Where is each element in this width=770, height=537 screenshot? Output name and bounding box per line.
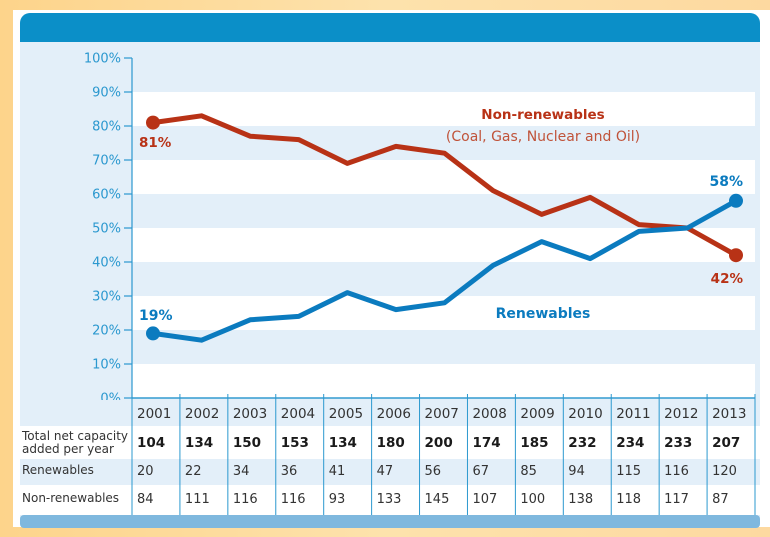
y-tick-label: 50%: [92, 222, 121, 237]
table-year-cell: 2013: [712, 406, 746, 422]
y-tick-label: 20%: [92, 324, 121, 339]
table-nonrenewables-cell: 138: [568, 492, 593, 507]
table-renewables-cell: 85: [520, 464, 537, 479]
nonrenewables-start-label: 81%: [139, 135, 172, 151]
renewables-start-label: 19%: [139, 308, 173, 324]
table-nonrenewables-cell: 87: [712, 492, 729, 507]
table-row-total-bg: [20, 426, 760, 459]
y-tick-label: 80%: [92, 120, 121, 135]
table-year-cell: 2012: [664, 406, 698, 422]
nonrenewables-legend-subtitle: (Coal, Gas, Nuclear and Oil): [446, 129, 640, 145]
grid-bands: [132, 44, 755, 398]
table-total-cell: 185: [520, 435, 548, 451]
table-renewables-cell: 56: [425, 464, 442, 479]
table-row-years-bg: [20, 400, 760, 426]
nonrenewables-point: [146, 115, 160, 130]
table-bottom-bar: [20, 515, 760, 528]
grid-band: [132, 330, 755, 364]
table-nonrenewables-cell: 117: [664, 492, 689, 507]
table-nonrenewables-cell: 145: [425, 492, 450, 507]
renewables-point: [146, 326, 160, 341]
table-nonrenewables-cell: 100: [520, 492, 545, 507]
grid-band: [132, 262, 755, 296]
y-axis: 0%10%20%30%40%50%60%70%80%90%100%: [84, 52, 133, 407]
table-year-cell: 2011: [616, 406, 650, 422]
renewables-point: [729, 193, 743, 208]
renewables-end-label: 58%: [709, 174, 743, 190]
table-total-cell: 207: [712, 435, 740, 451]
table-total-cell: 234: [616, 435, 644, 451]
table-year-cell: 2002: [185, 406, 219, 422]
table-nonrenewables-cell: 107: [472, 492, 497, 507]
table-renewables-cell: 94: [568, 464, 585, 479]
table-renewables-cell: 22: [185, 464, 202, 479]
table-renewables-cell: 116: [664, 464, 689, 479]
table-total-cell: 104: [137, 435, 165, 451]
table-total-cell: 180: [377, 435, 405, 451]
table-year-cell: 2003: [233, 406, 267, 422]
table-grid: [20, 394, 760, 528]
series-lines: [146, 113, 743, 343]
row-label-total-line1: Total net capacity: [21, 429, 128, 443]
table-year-cell: 2004: [281, 406, 315, 422]
row-label-renewables: Renewables: [22, 463, 94, 477]
nonrenewables-end-label: 42%: [711, 271, 744, 287]
nonrenewables-point: [729, 248, 743, 263]
table-nonrenewables-cell: 116: [281, 492, 306, 507]
table-year-cell: 2008: [472, 406, 506, 422]
table-row-renewables-bg: [20, 459, 760, 485]
table-renewables-cell: 120: [712, 464, 737, 479]
table-renewables-cell: 34: [233, 464, 250, 479]
table-renewables-cell: 36: [281, 464, 298, 479]
table-year-cell: 2006: [377, 406, 411, 422]
table-cells: 2001104208420021342211120031503411620041…: [137, 406, 746, 507]
table-total-cell: 174: [472, 435, 500, 451]
header-bar: [20, 13, 760, 42]
row-label-total-line2: added per year: [22, 442, 114, 456]
y-tick-label: 40%: [92, 256, 121, 271]
table-renewables-cell: 47: [377, 464, 394, 479]
y-tick-label: 60%: [92, 188, 121, 203]
table-nonrenewables-cell: 116: [233, 492, 258, 507]
table-total-cell: 153: [281, 435, 309, 451]
y-tick-label: 100%: [84, 52, 121, 67]
table-renewables-cell: 115: [616, 464, 641, 479]
y-tick-label: 30%: [92, 290, 121, 305]
table-total-cell: 134: [185, 435, 213, 451]
table-total-cell: 200: [425, 435, 453, 451]
table-total-cell: 232: [568, 435, 596, 451]
y-tick-label: 90%: [92, 86, 121, 101]
table-year-cell: 2005: [329, 406, 363, 422]
y-tick-label: 10%: [92, 358, 121, 373]
grid-band: [132, 194, 755, 228]
table-total-cell: 150: [233, 435, 261, 451]
table-nonrenewables-cell: 111: [185, 492, 210, 507]
row-label-nonrenewables: Non-renewables: [22, 491, 119, 505]
table-total-cell: 233: [664, 435, 692, 451]
nonrenewables-legend-label: Non-renewables: [481, 107, 604, 123]
table-total-cell: 134: [329, 435, 357, 451]
table-year-cell: 2007: [425, 406, 459, 422]
table-renewables-cell: 41: [329, 464, 346, 479]
table-nonrenewables-cell: 84: [137, 492, 154, 507]
table-renewables-cell: 20: [137, 464, 154, 479]
grid-band: [132, 58, 755, 92]
table-nonrenewables-cell: 118: [616, 492, 641, 507]
table-row-nonrenewables-bg: [20, 485, 760, 515]
y-tick-label: 70%: [92, 154, 121, 169]
grid-band: [132, 44, 755, 58]
table-nonrenewables-cell: 133: [377, 492, 402, 507]
renewables-legend-label: Renewables: [496, 306, 591, 322]
table-nonrenewables-cell: 93: [329, 492, 346, 507]
table-year-cell: 2010: [568, 406, 602, 422]
table-year-cell: 2009: [520, 406, 554, 422]
table-year-cell: 2001: [137, 406, 171, 422]
table-renewables-cell: 67: [472, 464, 489, 479]
